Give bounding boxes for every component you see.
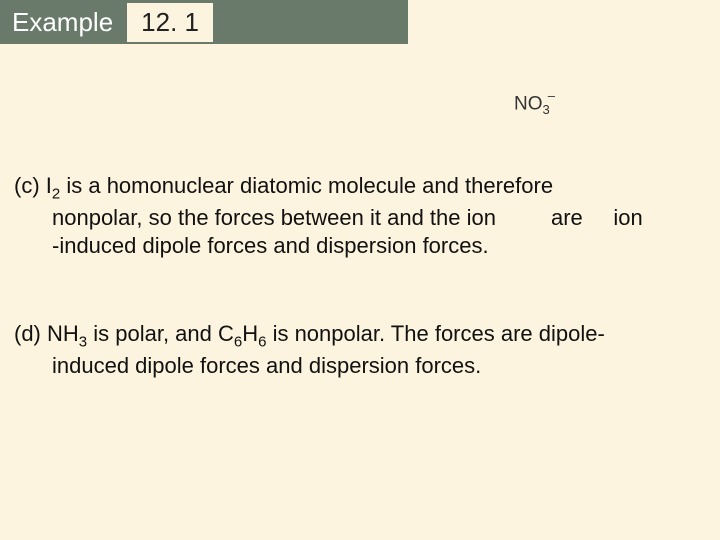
part-c-text-1a: I [40, 173, 52, 198]
example-number: 12. 1 [127, 3, 213, 42]
part-d-text-1b: is polar, and C [87, 321, 234, 346]
part-d-text-1a: NH [41, 321, 79, 346]
paragraph-c: (c) I2 is a homonuclear diatomic molecul… [14, 172, 700, 260]
part-c-sub: 2 [52, 185, 60, 202]
part-c-text-1b: is a homonuclear diatomic molecule and t… [60, 173, 553, 198]
part-d-text-1d: is nonpolar. The forces are dipole- [266, 321, 604, 346]
example-header-bar: Example 12. 1 [0, 0, 408, 44]
part-d-sub2: 6 [234, 333, 242, 350]
example-label: Example [0, 7, 125, 38]
part-d-marker: (d) [14, 321, 41, 346]
part-d-text-2: induced dipole forces and dispersion for… [52, 353, 481, 378]
paragraph-d: (d) NH3 is polar, and C6H6 is nonpolar. … [14, 320, 700, 380]
formula-subscript: 3 [543, 102, 550, 117]
part-c-marker: (c) [14, 173, 40, 198]
part-d-sub1: 3 [79, 333, 87, 350]
chemical-formula: NO3– [514, 90, 557, 117]
part-c-text-3: -induced dipole forces and dispersion fo… [52, 233, 489, 258]
part-c-text-2: nonpolar, so the forces between it and t… [52, 205, 643, 230]
formula-superscript: – [548, 88, 555, 103]
formula-base: NO [514, 93, 543, 114]
part-d-text-1c: H [242, 321, 258, 346]
